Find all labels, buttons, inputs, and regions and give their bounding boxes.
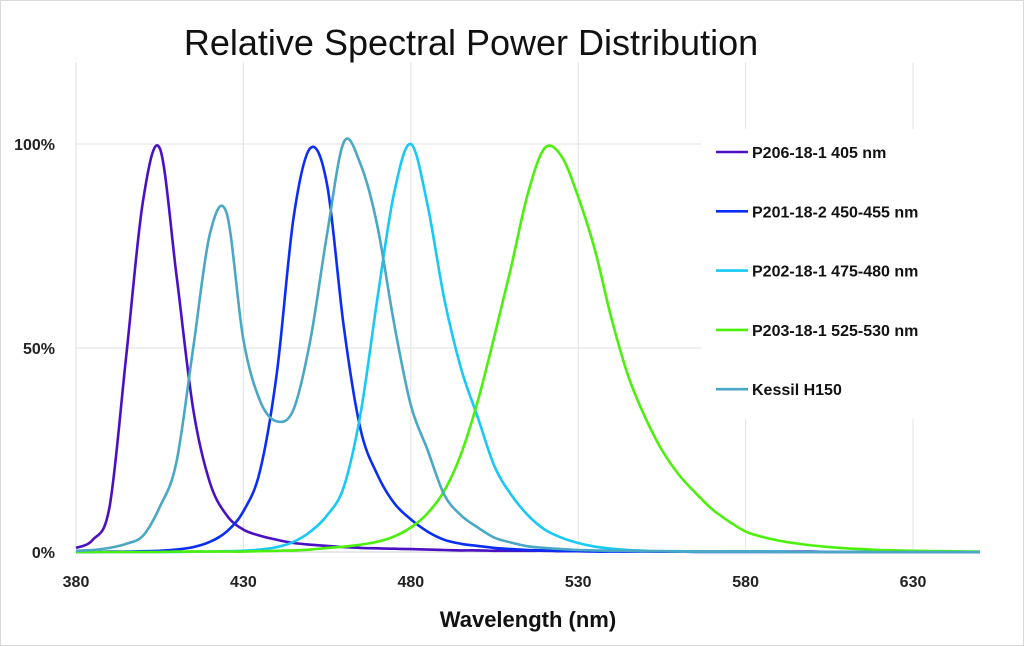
legend-background [701,129,1001,419]
x-tick-label: 530 [565,574,592,591]
x-tick-label: 580 [732,574,759,591]
legend-label: P202-18-1 475-480 nm [752,264,918,281]
y-axis-ticks: 0% 50% 100% [14,137,55,562]
series-line-4 [75,137,980,554]
y-tick-label: 100% [14,137,55,154]
x-axis-ticks: 380 430 480 530 580 630 [63,574,927,591]
x-axis-title: Wavelength (nm) [440,607,616,632]
legend-label: P206-18-1 405 nm [752,145,886,162]
x-tick-label: 430 [230,574,257,591]
y-tick-label: 50% [23,341,55,358]
legend-label: P201-18-2 450-455 nm [752,204,918,221]
x-tick-label: 380 [63,574,90,591]
legend-label: P203-18-1 525-530 nm [752,323,918,340]
legend-label: Kessil H150 [752,382,842,399]
series-line-3 [76,144,981,554]
x-tick-label: 480 [397,574,424,591]
chart-title: Relative Spectral Power Distribution [184,22,758,63]
y-tick-label: 0% [32,545,55,562]
series-lines [75,137,981,554]
x-tick-label: 630 [900,574,927,591]
legend: P206-18-1 405 nm P201-18-2 450-455 nm P202… [716,145,918,399]
